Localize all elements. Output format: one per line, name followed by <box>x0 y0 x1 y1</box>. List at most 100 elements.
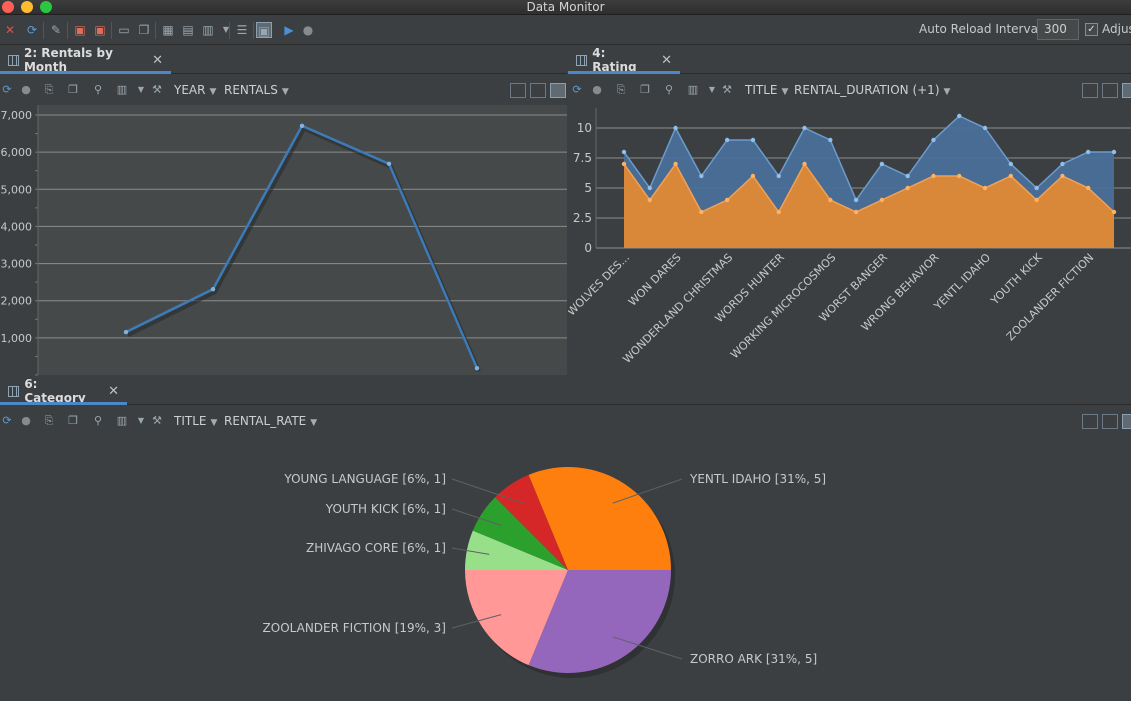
category-panel: 6: Category ✕ ⟳ ● ⎘ ❐ ⚲ ▥ ▼ ⚒ TITLE ▼ REN… <box>0 377 1131 701</box>
pie-label: YOUNG LANGUAGE [6%, 1] <box>283 472 446 486</box>
stop-window-icon[interactable]: ▣ <box>94 23 106 37</box>
refresh-icon[interactable]: ⟳ <box>2 414 12 427</box>
stop-icon[interactable]: ● <box>592 83 602 96</box>
zoom-icon[interactable]: ⚲ <box>664 83 674 96</box>
zoom-icon[interactable]: ⚲ <box>93 414 103 427</box>
text-view-button[interactable] <box>1102 414 1118 429</box>
data-point <box>776 209 781 215</box>
y-tick-label: 5 <box>584 181 592 195</box>
chevron-down-icon[interactable]: ▼ <box>708 85 716 94</box>
y-column-value: RENTALS <box>224 83 278 97</box>
list-icon[interactable]: ☰ <box>236 23 248 37</box>
copy-icon[interactable]: ⎘ <box>616 83 626 96</box>
y-tick-label: 2.5 <box>573 211 592 225</box>
layout-icon[interactable]: ▣ <box>256 22 272 38</box>
export-icon[interactable]: ▥ <box>116 414 128 427</box>
data-point <box>299 123 305 129</box>
settings-icon[interactable]: ⚒ <box>152 414 162 427</box>
toolbar-separator <box>155 22 156 39</box>
data-point <box>1060 161 1065 167</box>
grid-view-button[interactable] <box>510 83 526 98</box>
refresh-icon[interactable]: ⟳ <box>2 83 12 96</box>
chart-view-button[interactable] <box>550 83 566 98</box>
adjust-checkbox[interactable]: ✓ <box>1085 23 1098 36</box>
close-tab-icon[interactable]: ✕ <box>661 52 672 68</box>
refresh-icon[interactable]: ⟳ <box>26 23 38 37</box>
chevron-down-icon[interactable]: ▼ <box>137 85 145 94</box>
copy-icon[interactable]: ⎘ <box>44 414 54 427</box>
chevron-down-icon: ▼ <box>943 87 951 97</box>
y-column-value: RENTAL_RATE <box>224 414 307 428</box>
data-point <box>802 161 807 167</box>
data-point <box>724 197 730 203</box>
zoom-icon[interactable]: ⚲ <box>93 83 103 96</box>
data-point <box>724 137 730 143</box>
x-column-select[interactable]: TITLE ▼ <box>174 414 221 428</box>
record-window-icon[interactable]: ▣ <box>74 23 86 37</box>
settings-icon[interactable]: ⚒ <box>152 83 162 96</box>
maximize-window-button[interactable] <box>40 1 52 13</box>
close-tab-icon[interactable]: ✕ <box>152 52 163 68</box>
windows-icon[interactable]: ❐ <box>138 23 150 37</box>
data-point <box>828 137 833 143</box>
pie-slice <box>472 497 568 570</box>
data-point <box>931 137 936 143</box>
text-view-button[interactable] <box>530 83 546 98</box>
data-point <box>776 173 781 179</box>
x-column-select[interactable]: TITLE ▼ <box>745 83 792 97</box>
series-line <box>623 162 1115 214</box>
window-icon[interactable]: ▭ <box>118 23 130 37</box>
chart-view-button[interactable] <box>1122 83 1131 98</box>
y-tick-label: 5,000 <box>1 183 33 196</box>
tab-category[interactable]: 6: Category ✕ <box>0 377 127 405</box>
export-icon[interactable]: ▥ <box>687 83 699 96</box>
tab-rentals-by-month[interactable]: 2: Rentals by Month ✕ <box>0 46 171 74</box>
settings-icon[interactable]: ⚒ <box>722 83 732 96</box>
duplicate-icon[interactable]: ❐ <box>640 83 650 96</box>
refresh-icon[interactable]: ⟳ <box>572 83 582 96</box>
data-point <box>750 173 756 179</box>
data-point <box>621 149 627 155</box>
stop-icon[interactable]: ● <box>21 414 31 427</box>
tab-rating[interactable]: 4: Rating ✕ <box>568 46 680 74</box>
rentals-tabbar: 2: Rentals by Month ✕ <box>0 46 567 74</box>
stop-icon[interactable]: ● <box>302 23 314 37</box>
x-column-select[interactable]: YEAR ▼ <box>174 83 220 97</box>
close-tab-icon[interactable]: ✕ <box>108 383 119 399</box>
auto-reload-interval-input[interactable]: 300 <box>1037 19 1079 40</box>
data-point <box>1086 149 1091 155</box>
chart-view-button[interactable] <box>1122 414 1131 429</box>
export-icon[interactable]: ▥ <box>116 83 128 96</box>
label-leader-line <box>451 478 524 504</box>
duplicate-icon[interactable]: ❐ <box>68 414 78 427</box>
stop-icon[interactable]: ● <box>21 83 31 96</box>
close-all-icon[interactable]: ✕ <box>4 23 16 37</box>
toolbar-separator <box>67 22 68 39</box>
chevron-down-icon[interactable]: ▼ <box>137 416 145 425</box>
form-view-icon[interactable]: ▤ <box>182 23 194 37</box>
y-column-select[interactable]: RENTAL_DURATION (+1) ▼ <box>794 83 954 97</box>
grid-view-button[interactable] <box>1082 83 1098 98</box>
text-view-button[interactable] <box>1102 83 1118 98</box>
chevron-down-icon: ▼ <box>281 87 289 97</box>
copy-icon[interactable]: ⎘ <box>44 83 54 96</box>
table-view-icon[interactable]: ▦ <box>162 23 174 37</box>
label-leader-line <box>451 614 502 629</box>
export-icon[interactable]: ▥ <box>202 23 214 37</box>
close-window-button[interactable] <box>2 1 14 13</box>
edit-icon[interactable]: ✎ <box>50 23 62 37</box>
data-point <box>802 125 807 131</box>
play-icon[interactable]: ▶ <box>284 23 294 37</box>
x-column-value: TITLE <box>745 83 778 97</box>
data-point <box>621 161 627 167</box>
grid-view-button[interactable] <box>1082 414 1098 429</box>
y-column-select[interactable]: RENTAL_RATE ▼ <box>224 414 321 428</box>
table-icon <box>576 54 588 66</box>
minimize-window-button[interactable] <box>21 1 33 13</box>
duplicate-icon[interactable]: ❐ <box>68 83 78 96</box>
chevron-down-icon[interactable]: ▼ <box>222 25 230 34</box>
table-icon <box>8 54 19 66</box>
y-column-select[interactable]: RENTALS ▼ <box>224 83 293 97</box>
x-tick-label: WORKING MICROCOSMOS <box>728 251 838 361</box>
active-tab-indicator <box>0 402 127 405</box>
